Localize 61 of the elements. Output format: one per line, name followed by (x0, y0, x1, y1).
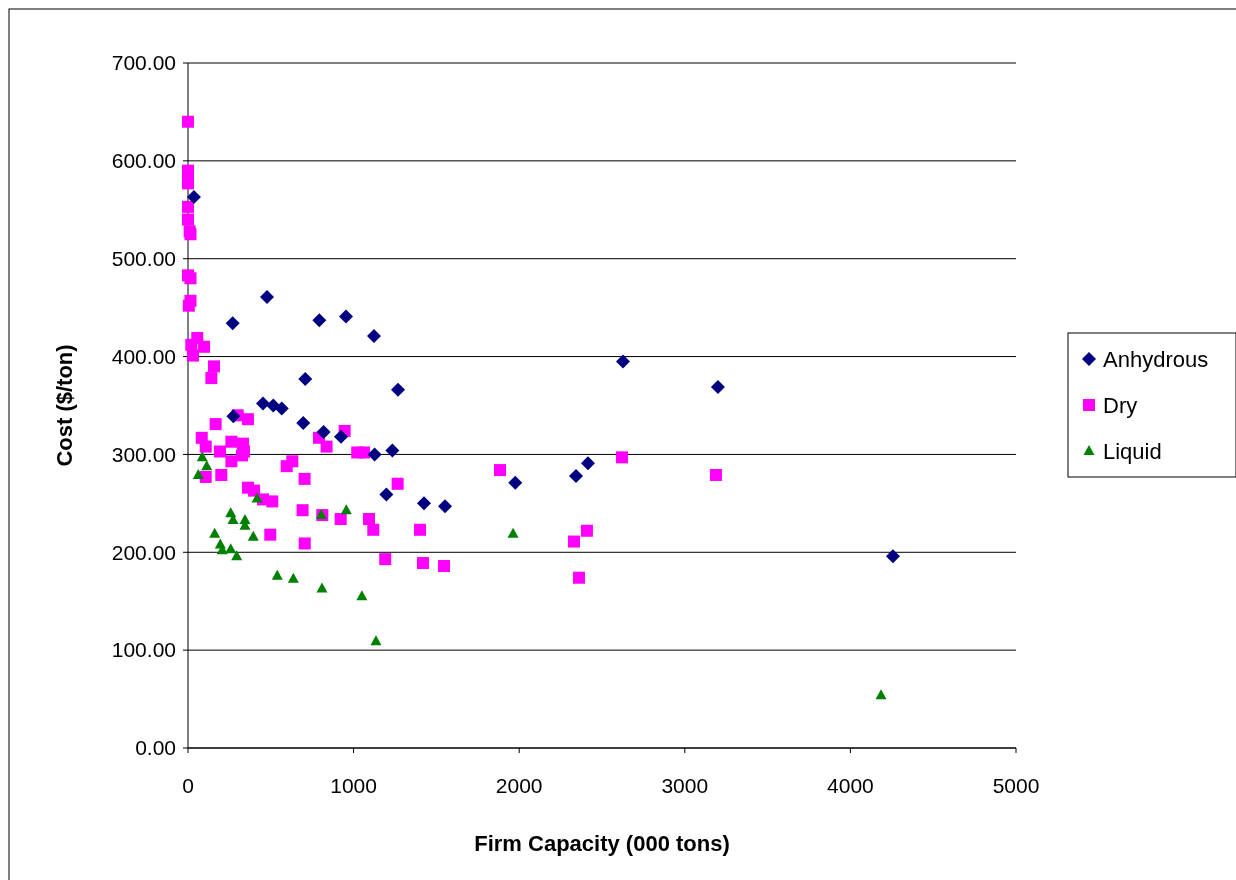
point (616, 354, 631, 369)
point (266, 398, 281, 413)
x-tick-label: 1000 (330, 774, 377, 797)
point (296, 416, 311, 431)
point (367, 447, 382, 462)
y-tick-label: 200.00 (111, 540, 176, 564)
point (274, 401, 289, 416)
point (438, 499, 453, 514)
y-tick-label: 700.00 (111, 51, 176, 75)
point (271, 569, 283, 580)
y-tick-label: 300.00 (111, 442, 176, 466)
y-tick-label: 500.00 (111, 247, 176, 271)
point (256, 396, 271, 411)
x-tick-label: 0 (182, 774, 194, 797)
point (192, 468, 204, 479)
point (370, 635, 382, 646)
point (312, 313, 327, 328)
point (226, 409, 241, 424)
point (316, 424, 331, 439)
point (508, 475, 523, 490)
point (247, 530, 259, 541)
point (186, 190, 201, 205)
point (710, 379, 725, 394)
point (225, 543, 237, 554)
y-tick-label: 600.00 (111, 149, 176, 173)
point (366, 329, 381, 344)
point (259, 289, 274, 304)
point (379, 487, 394, 502)
legend-label: Dry (1103, 392, 1138, 418)
point (298, 372, 313, 387)
point (875, 689, 887, 700)
point (416, 496, 431, 511)
x-tick-label: 2000 (495, 774, 543, 797)
point (885, 549, 900, 564)
point (251, 492, 263, 503)
y-tick-label: 100.00 (111, 638, 176, 662)
point (390, 382, 405, 397)
point (569, 468, 583, 483)
point (340, 504, 352, 515)
point (287, 572, 299, 583)
point (334, 429, 349, 444)
point (231, 550, 243, 561)
y-axis-title: Cost ($/ton) (52, 344, 77, 467)
x-tick-label: 4000 (827, 774, 874, 797)
point (225, 316, 240, 331)
legend-label: Liquid (1103, 438, 1162, 464)
point (316, 582, 328, 593)
point (580, 456, 595, 471)
point (209, 527, 221, 538)
point (507, 527, 519, 538)
x-tick-label: 5000 (992, 774, 1040, 797)
x-axis-title: Firm Capacity (000 tons) (474, 831, 730, 856)
legend-label: Anhydrous (1103, 346, 1209, 372)
point (196, 451, 208, 462)
y-tick-label: 0.00 (135, 736, 176, 760)
point (201, 460, 213, 471)
point (338, 309, 353, 324)
point (356, 590, 368, 601)
point (385, 443, 400, 458)
y-tick-label: 400.00 (111, 344, 176, 368)
x-tick-label: 3000 (661, 774, 709, 797)
